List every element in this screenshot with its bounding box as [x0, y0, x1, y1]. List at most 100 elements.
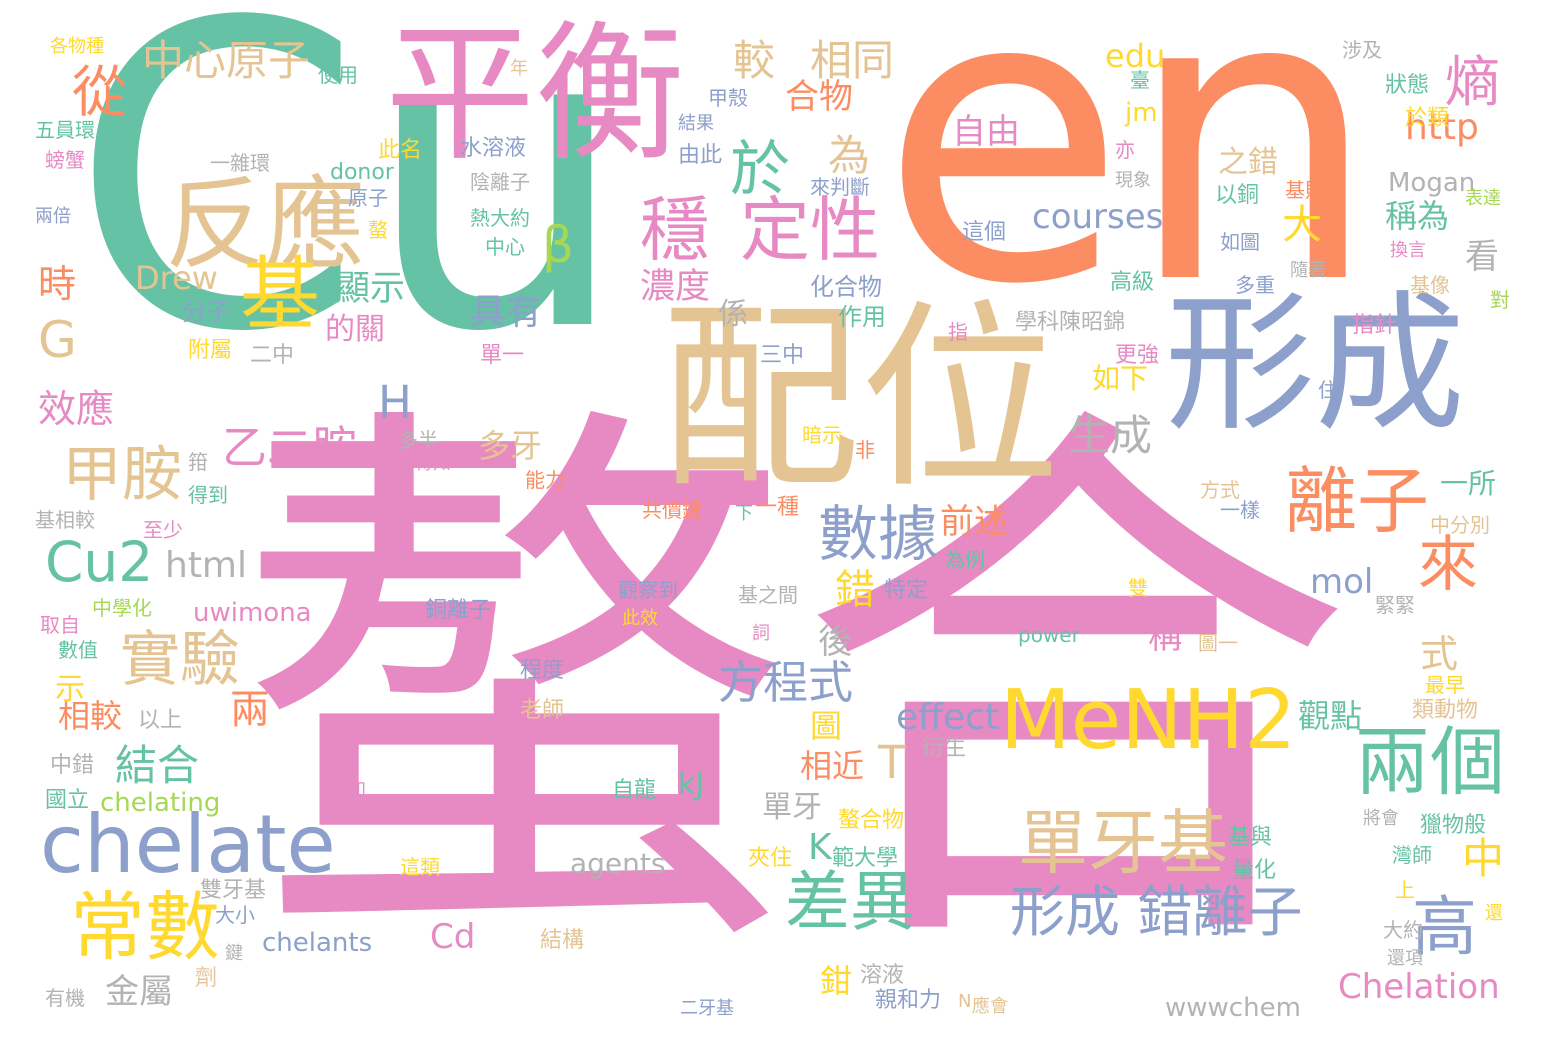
cloud-word: 錯: [835, 567, 875, 613]
cloud-word: 金屬: [105, 972, 173, 1012]
cloud-word: 鉗: [820, 962, 853, 1000]
cloud-word: 還項: [1387, 948, 1423, 969]
cloud-word: 以銅: [1215, 183, 1260, 208]
cloud-word: 五員環: [35, 118, 95, 142]
cloud-word: 為例: [945, 548, 985, 572]
cloud-word: Cu2: [45, 530, 154, 594]
cloud-word: 推知: [330, 780, 366, 801]
cloud-word: 螯: [368, 218, 388, 242]
cloud-word: 表達: [1465, 188, 1501, 209]
cloud-word: 更強: [1115, 343, 1160, 368]
cloud-word: 兩: [230, 687, 270, 733]
cloud-word: K: [808, 827, 832, 868]
cloud-word: 螯合: [235, 364, 1355, 1016]
cloud-word: 圖: [810, 707, 843, 745]
cloud-word: 非: [855, 438, 875, 462]
cloud-word: Mogan: [1388, 168, 1476, 198]
cloud-word: 來: [1418, 530, 1478, 600]
cloud-word: 熱大約: [470, 206, 530, 230]
cloud-word: effect: [896, 697, 1000, 738]
cloud-word: 稱為: [1385, 197, 1450, 235]
cloud-word: 二中: [250, 343, 295, 368]
cloud-word: 稱: [1148, 617, 1182, 657]
cloud-word: 中錯: [50, 753, 95, 778]
cloud-word: 共價鍵: [642, 498, 702, 522]
cloud-word: 特定: [884, 578, 929, 603]
cloud-word: Cu: [70, 0, 630, 424]
cloud-word: 中心原子: [142, 36, 311, 85]
cloud-word: 於: [730, 135, 790, 205]
cloud-word: 常數: [70, 883, 221, 971]
cloud-word: 分子: [182, 298, 230, 326]
cloud-word: 中心: [485, 235, 525, 259]
cloud-word: Cd: [430, 917, 476, 957]
cloud-word: 示: [55, 672, 85, 707]
cloud-word: 指: [948, 320, 968, 344]
cloud-word: 雙: [1128, 576, 1148, 600]
cloud-word: 觀察到: [618, 578, 678, 602]
cloud-word: 鍵: [225, 943, 243, 964]
cloud-word: 一所: [1440, 467, 1497, 500]
cloud-word: 中學化: [92, 596, 152, 620]
cloud-word: 得知: [415, 453, 451, 474]
cloud-word: T: [878, 736, 906, 789]
cloud-word: uwimona: [193, 598, 312, 628]
cloud-word: 詞: [752, 623, 770, 644]
cloud-word: 夾住: [748, 846, 793, 871]
cloud-word: 一雜環: [210, 151, 270, 175]
cloud-word: 基像: [1410, 273, 1450, 297]
cloud-word: β: [542, 216, 574, 274]
cloud-word: 下: [735, 503, 753, 524]
cloud-word: 較: [733, 36, 776, 85]
cloud-word: 生成: [1068, 411, 1153, 460]
cloud-word: 的關: [325, 312, 385, 347]
cloud-word: 單牙: [762, 790, 822, 825]
cloud-word: 雙牙基: [200, 878, 267, 903]
cloud-word: 國立: [45, 788, 90, 813]
cloud-word: 指針: [1352, 313, 1397, 338]
cloud-word: 最早: [1425, 673, 1465, 697]
cloud-word: 螃蟹: [45, 148, 85, 172]
cloud-word: 箝: [188, 450, 208, 474]
cloud-word: 如圖: [1220, 230, 1260, 254]
cloud-word: 螯合物: [838, 808, 905, 833]
cloud-word: 基: [240, 248, 320, 341]
cloud-word: 涉及: [1342, 38, 1382, 62]
cloud-word: agents: [570, 847, 666, 880]
cloud-word: 係: [718, 297, 748, 332]
cloud-word: 將會: [1363, 808, 1399, 829]
cloud-word: 一樣: [1220, 498, 1260, 522]
cloud-word: 兩倍: [35, 206, 71, 227]
cloud-word: 二牙基: [680, 998, 734, 1019]
cloud-word: Chelation: [1338, 967, 1500, 1007]
cloud-word: 相近: [800, 747, 865, 785]
cloud-word: 對: [1490, 288, 1510, 312]
cloud-word: 多牙: [478, 427, 543, 465]
cloud-word: 多半: [398, 428, 438, 452]
cloud-word: 量化: [1232, 858, 1277, 883]
cloud-word: 暗示: [802, 423, 842, 447]
cloud-word: 劑: [195, 966, 218, 991]
cloud-word: 如下: [1092, 362, 1149, 395]
cloud-word: 離子: [1285, 459, 1430, 543]
cloud-word: 灣師: [1392, 843, 1432, 867]
cloud-word: 狀態: [1385, 73, 1430, 98]
cloud-word: H: [378, 376, 412, 429]
cloud-word: 這類: [400, 855, 440, 879]
cloud-word: 合物: [785, 77, 853, 117]
cloud-word: 形成 錯離子: [1010, 880, 1303, 944]
cloud-word: 數據: [818, 500, 938, 570]
cloud-word: 此效: [622, 608, 658, 629]
cloud-word: 自由: [952, 112, 1020, 152]
cloud-word: 從: [72, 60, 128, 124]
cloud-word: 來判斷: [810, 175, 870, 199]
cloud-word: power: [1018, 623, 1080, 647]
cloud-word: 以上: [138, 708, 183, 733]
cloud-word: 老師: [520, 698, 565, 723]
cloud-word: 顯示: [335, 269, 406, 309]
cloud-word: 實驗: [120, 625, 240, 695]
cloud-word: 作用: [838, 303, 886, 331]
cloud-word: 時: [38, 262, 77, 306]
cloud-word: 這個: [962, 220, 1007, 245]
